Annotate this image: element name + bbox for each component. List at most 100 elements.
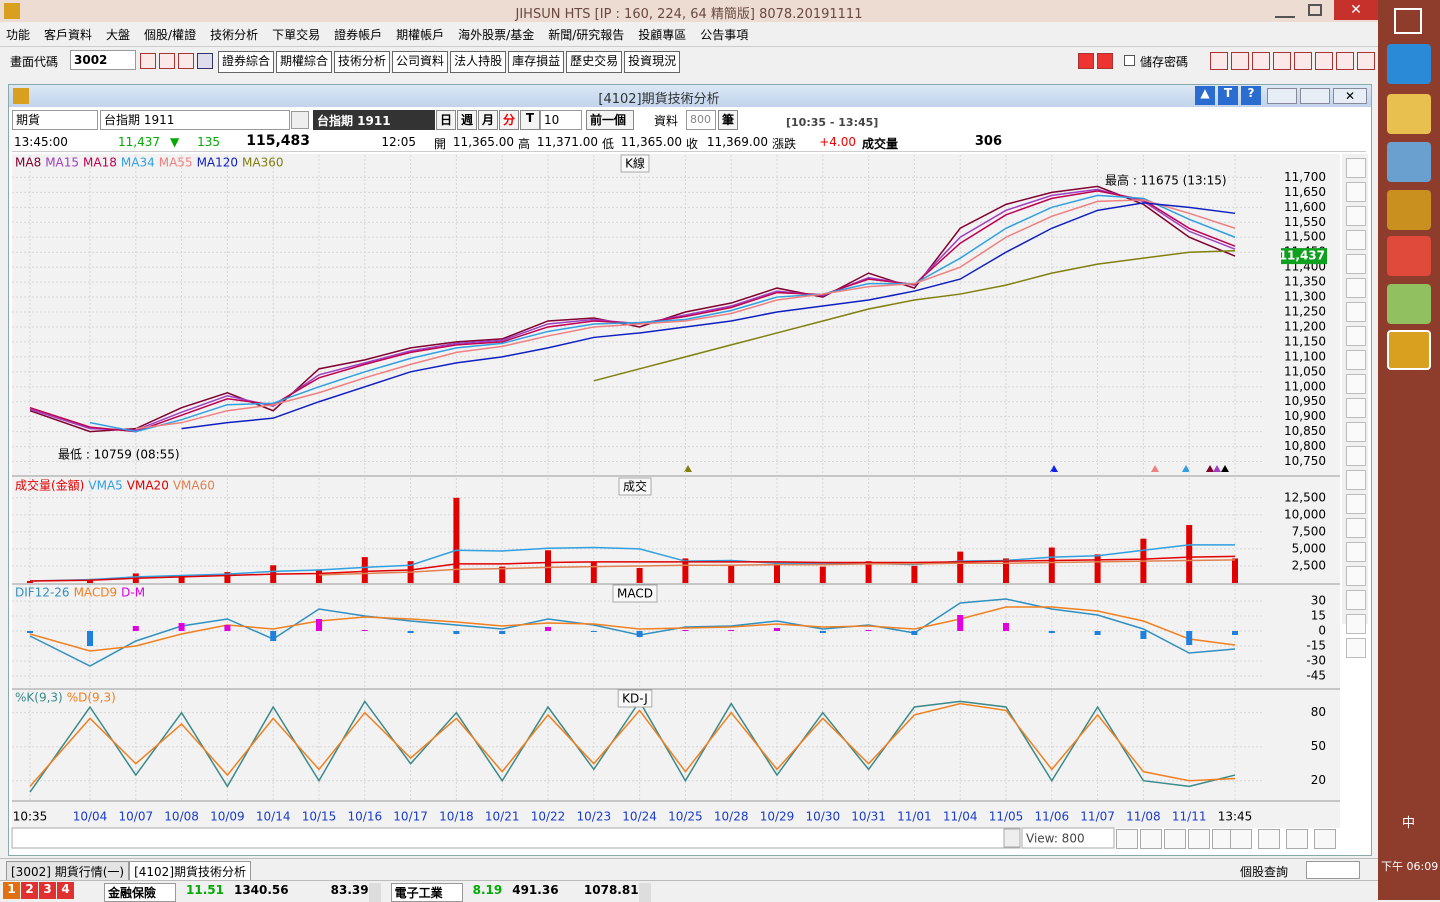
search[interactable] [291,111,309,129]
drawing-tool[interactable] [1346,446,1366,466]
period-button[interactable]: 日 [436,110,456,130]
menu-item[interactable]: 下單交易 [272,28,321,42]
app-paint[interactable] [1387,142,1431,182]
tool-icon[interactable] [1210,52,1228,70]
minimize[interactable] [1275,4,1295,18]
minimize[interactable] [1267,88,1297,104]
chart-button[interactable] [1286,829,1308,849]
chart-button[interactable] [1116,829,1138,849]
toolbar-button[interactable]: 證券綜合 [218,51,275,73]
period-button[interactable]: 月 [478,110,498,130]
tool-icon[interactable] [178,53,194,69]
toolbar-button[interactable]: 庫存損益 [508,51,565,73]
prev-button[interactable]: 前一個 [586,110,634,130]
menu-item[interactable]: 客戶資料 [44,28,93,42]
menu-item[interactable]: 個股/權證 [144,28,197,42]
menu-item[interactable]: 大盤 [106,28,131,42]
drawing-tool[interactable] [1346,254,1366,274]
menu-item[interactable]: 公告事項 [700,28,749,42]
drawing-tool[interactable] [1346,182,1366,202]
menu-item[interactable]: 證券帳戶 [334,28,383,42]
up-button[interactable]: ▲ [1195,86,1215,105]
chart-button[interactable] [1258,829,1280,849]
drawing-tool[interactable] [1346,614,1366,634]
page-button[interactable]: 2 [21,882,38,899]
menu-item[interactable]: 功能 [6,28,31,42]
checkbox[interactable] [1124,55,1135,66]
chart-button[interactable] [1230,829,1252,849]
scroll-arrow[interactable] [1003,828,1021,848]
tool-icon[interactable] [159,53,175,69]
tab[interactable]: [3002] 期貨行情(一) [6,861,130,882]
code-input[interactable]: 3002 [70,50,136,70]
menu-item[interactable]: 新聞/研究報告 [548,28,625,42]
toolbar-button[interactable]: 公司資料 [392,51,449,73]
tool-icon[interactable] [1097,53,1113,69]
tool-icon[interactable] [1252,52,1270,70]
chart-button[interactable] [1188,829,1210,849]
app-crown[interactable] [1387,190,1431,230]
drawing-tool[interactable] [1346,542,1366,562]
menu-item[interactable]: 海外股票/基金 [458,28,535,42]
drawing-tool[interactable] [1346,230,1366,250]
drawing-tool[interactable] [1346,350,1366,370]
toolbar-button[interactable]: 期權綜合 [276,51,333,73]
drawing-tool[interactable] [1346,398,1366,418]
drawing-tool[interactable] [1346,638,1366,658]
maximize[interactable] [1300,88,1330,104]
drawing-tool[interactable] [1346,374,1366,394]
drawing-tool[interactable] [1346,326,1366,346]
tab[interactable]: [4102]期貨技術分析 [129,861,251,882]
chart-button[interactable] [1164,829,1186,849]
period-button[interactable]: T [520,110,540,130]
drawing-tool[interactable] [1346,422,1366,442]
menu-item[interactable]: 期權帳戶 [396,28,445,42]
market-select[interactable]: 期貨 [12,110,98,130]
query-input[interactable] [1306,861,1360,879]
toolbar-button[interactable]: 歷史交易 [566,51,623,73]
drawing-tool[interactable] [1346,518,1366,538]
drawing-tool[interactable] [1346,302,1366,322]
drawing-tool[interactable] [1346,590,1366,610]
menu-item[interactable]: 投顧專區 [638,28,687,42]
help-button[interactable]: ? [1241,86,1261,105]
t-button[interactable]: T [1218,86,1238,105]
app-ie[interactable] [1387,44,1431,84]
unit[interactable]: 筆 [718,110,738,130]
page-button[interactable]: 1 [3,882,20,899]
app-explorer[interactable] [1387,94,1431,134]
period-button[interactable]: 分 [499,110,519,130]
tool-icon[interactable] [140,53,156,69]
app-hts[interactable] [1387,330,1431,370]
tool-icon[interactable] [1273,52,1291,70]
chart-button[interactable] [1140,829,1162,849]
tool-icon[interactable] [1231,52,1249,70]
tool-icon[interactable] [1336,52,1354,70]
tool-icon[interactable] [1294,52,1312,70]
scrollbar[interactable] [11,827,1021,849]
start[interactable] [1394,8,1422,34]
drawing-tool[interactable] [1346,206,1366,226]
app-notes[interactable] [1387,284,1431,324]
drawing-tool[interactable] [1346,470,1366,490]
page-button[interactable]: 3 [39,882,56,899]
tool-icon[interactable] [1315,52,1333,70]
toolbar-button[interactable]: 法人持股 [450,51,507,73]
drawing-tool[interactable] [1346,494,1366,514]
tool-icon[interactable] [197,53,213,69]
drawing-tool[interactable] [1346,278,1366,298]
toolbar-button[interactable]: 投資現況 [624,51,681,73]
menu-item[interactable]: 技術分析 [210,28,259,42]
drawing-tool[interactable] [1346,566,1366,586]
close[interactable]: ✕ [1333,88,1367,104]
app-chrome[interactable] [1387,236,1431,276]
chart-button[interactable] [1314,829,1336,849]
tool-icon[interactable] [1357,52,1375,70]
period-button[interactable]: 週 [457,110,477,130]
close[interactable]: ✕ [1334,0,1378,20]
data-count[interactable]: 800 [686,110,716,130]
toolbar-button[interactable]: 技術分析 [334,51,391,73]
drawing-tool[interactable] [1346,158,1366,178]
page-button[interactable]: 4 [57,882,74,899]
interval-select[interactable]: 10 [540,110,582,130]
